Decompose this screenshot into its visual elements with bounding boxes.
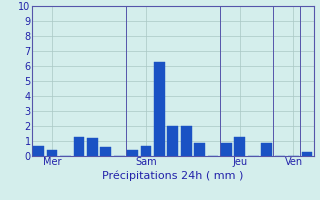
Bar xyxy=(47,150,58,156)
Bar xyxy=(235,137,245,156)
Bar xyxy=(154,62,165,156)
Bar xyxy=(127,150,138,156)
Bar xyxy=(261,142,272,156)
Bar xyxy=(167,126,178,156)
Bar xyxy=(140,146,151,156)
X-axis label: Précipitations 24h ( mm ): Précipitations 24h ( mm ) xyxy=(102,170,244,181)
Bar xyxy=(194,142,205,156)
Bar xyxy=(181,126,192,156)
Bar xyxy=(100,147,111,156)
Bar xyxy=(74,137,84,156)
Bar xyxy=(221,142,232,156)
Bar xyxy=(87,138,98,156)
Bar xyxy=(301,152,312,156)
Bar xyxy=(33,146,44,156)
